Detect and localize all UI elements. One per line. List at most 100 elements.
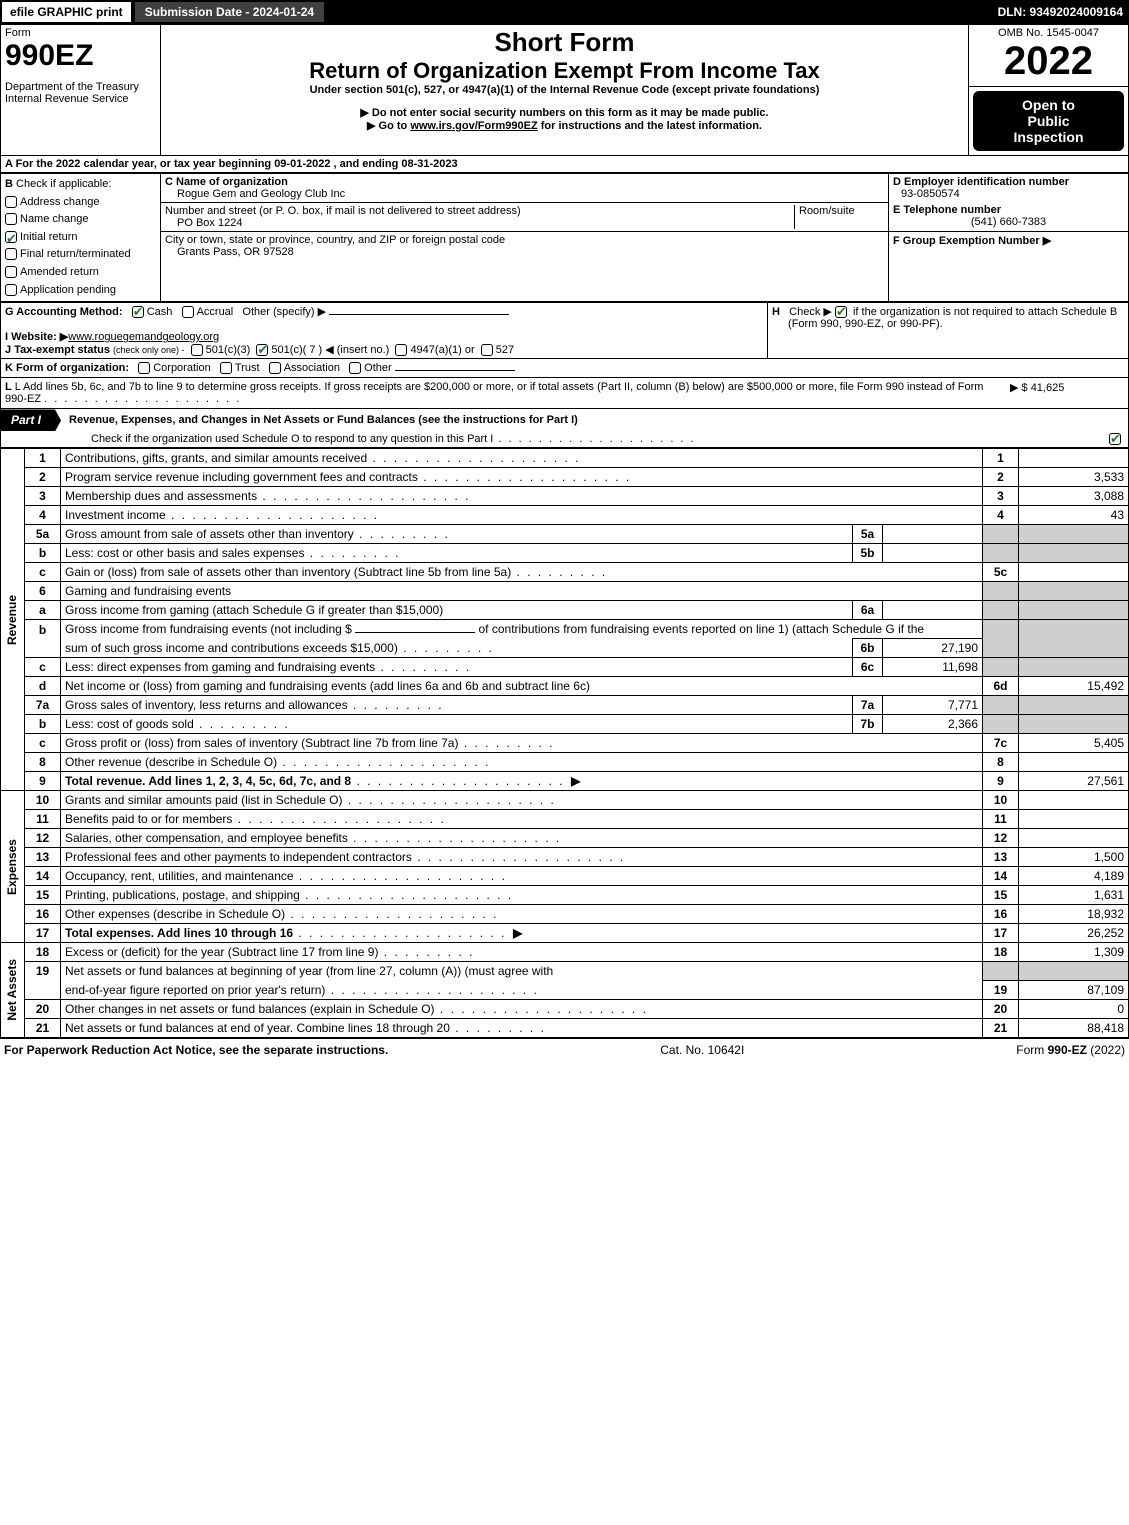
l13-num: 13 [25, 848, 61, 867]
l20-num: 20 [25, 999, 61, 1018]
l4-num: 4 [25, 506, 61, 525]
l9-rn: 9 [983, 772, 1019, 791]
ein: 93-0850574 [893, 188, 1124, 200]
l6b-val-grey2 [1019, 639, 1129, 658]
l5a-rn-grey [983, 525, 1019, 544]
street: PO Box 1224 [165, 217, 794, 229]
lbl-final: Final return/terminated [20, 248, 131, 260]
chk-part1-scho[interactable] [1109, 433, 1121, 445]
l8-rn: 8 [983, 753, 1019, 772]
chk-accrual[interactable] [182, 306, 194, 318]
chk-4947[interactable] [395, 344, 407, 356]
f-label: F Group Exemption Number ▶ [893, 234, 1124, 247]
l14-num: 14 [25, 867, 61, 886]
top-bar: efile GRAPHIC print Submission Date - 20… [0, 0, 1129, 24]
ssn-note: ▶ Do not enter social security numbers o… [165, 106, 964, 119]
l9-text: Total revenue. Add lines 1, 2, 3, 4, 5c,… [65, 774, 351, 788]
l7b-rn-grey [983, 715, 1019, 734]
website[interactable]: www.roguegemandgeology.org [68, 331, 219, 343]
chk-501c3[interactable] [191, 344, 203, 356]
chk-name[interactable] [5, 213, 17, 225]
chk-final[interactable] [5, 248, 17, 260]
footer-right-post: (2022) [1087, 1043, 1125, 1057]
h-label: H [772, 306, 780, 318]
c-label: C Name of organization [165, 176, 884, 188]
l10-text: Grants and similar amounts paid (list in… [65, 793, 556, 807]
submission-date: Submission Date - 2024-01-24 [133, 0, 326, 24]
l6-num: 6 [25, 582, 61, 601]
lbl-amended: Amended return [20, 266, 99, 278]
chk-trust[interactable] [220, 362, 232, 374]
chk-h[interactable] [835, 306, 847, 318]
l7a-rn-grey [983, 696, 1019, 715]
l14-val: 4,189 [1019, 867, 1129, 886]
chk-assoc[interactable] [269, 362, 281, 374]
l6a-num: a [25, 601, 61, 620]
l15-num: 15 [25, 886, 61, 905]
part1-title: Revenue, Expenses, and Changes in Net As… [61, 414, 578, 426]
l18-val: 1,309 [1019, 943, 1129, 962]
lbl-address: Address change [20, 196, 100, 208]
l16-num: 16 [25, 905, 61, 924]
footer-right-pre: Form [1016, 1043, 1047, 1057]
l11-num: 11 [25, 810, 61, 829]
side-netassets: Net Assets [5, 955, 19, 1025]
chk-corp[interactable] [138, 362, 150, 374]
chk-501c[interactable] [256, 344, 268, 356]
open-inspection-box: Open to Public Inspection [973, 91, 1124, 151]
lbl-other-method: Other (specify) ▶ [242, 306, 326, 318]
l6d-text: Net income or (loss) from gaming and fun… [61, 677, 983, 696]
l18-text: Excess or (deficit) for the year (Subtra… [65, 945, 378, 959]
l19-rn: 19 [983, 980, 1019, 999]
side-revenue: Revenue [5, 591, 19, 649]
lbl-application: Application pending [20, 284, 116, 296]
l5c-text: Gain or (loss) from sale of assets other… [65, 565, 607, 579]
chk-other-org[interactable] [349, 362, 361, 374]
chk-initial[interactable] [5, 231, 17, 243]
l21-text: Net assets or fund balances at end of ye… [65, 1021, 546, 1035]
goto-link[interactable]: www.irs.gov/Form990EZ [410, 120, 537, 132]
l7b-num: b [25, 715, 61, 734]
short-form-title: Short Form [165, 27, 964, 58]
l19-text2: end-of-year figure reported on prior yea… [65, 983, 539, 997]
l9-num: 9 [25, 772, 61, 791]
l6a-val-grey [1019, 601, 1129, 620]
l7c-val: 5,405 [1019, 734, 1129, 753]
l5b-rn-grey [983, 544, 1019, 563]
l2-text: Program service revenue including govern… [65, 470, 631, 484]
l-row: L L Add lines 5b, 6c, and 7b to line 9 t… [0, 378, 1129, 409]
chk-address[interactable] [5, 196, 17, 208]
under-section: Under section 501(c), 527, or 4947(a)(1)… [165, 84, 964, 96]
chk-application[interactable] [5, 284, 17, 296]
footer-right-bold: 990-EZ [1048, 1043, 1087, 1057]
lbl-corp: Corporation [153, 362, 210, 374]
l7b-sv: 2,366 [883, 715, 983, 734]
l7c-num: c [25, 734, 61, 753]
other-method-blank [329, 314, 509, 315]
open-line-1: Open to [979, 97, 1118, 113]
l16-rn: 16 [983, 905, 1019, 924]
l7c-rn: 7c [983, 734, 1019, 753]
chk-cash[interactable] [132, 306, 144, 318]
open-line-2: Public [979, 113, 1118, 129]
l6b-num: b [25, 620, 61, 639]
k-label: K Form of organization: [5, 362, 129, 374]
l9-val: 27,561 [1019, 772, 1129, 791]
part1-check-text: Check if the organization used Schedule … [91, 433, 696, 445]
footer: For Paperwork Reduction Act Notice, see … [0, 1038, 1129, 1061]
l6b-val-grey [1019, 620, 1129, 639]
chk-amended[interactable] [5, 266, 17, 278]
l6c-rn-grey [983, 658, 1019, 677]
l18-rn: 18 [983, 943, 1019, 962]
lbl-other-org: Other [364, 362, 392, 374]
l20-text: Other changes in net assets or fund bala… [65, 1002, 648, 1016]
i-label: I Website: ▶ [5, 331, 68, 343]
chk-527[interactable] [481, 344, 493, 356]
l8-num: 8 [25, 753, 61, 772]
l21-num: 21 [25, 1018, 61, 1037]
city: Grants Pass, OR 97528 [165, 246, 884, 258]
l1-val [1019, 449, 1129, 468]
l21-rn: 21 [983, 1018, 1019, 1037]
lbl-4947: 4947(a)(1) or [410, 344, 474, 356]
l19-text1: Net assets or fund balances at beginning… [61, 962, 983, 981]
